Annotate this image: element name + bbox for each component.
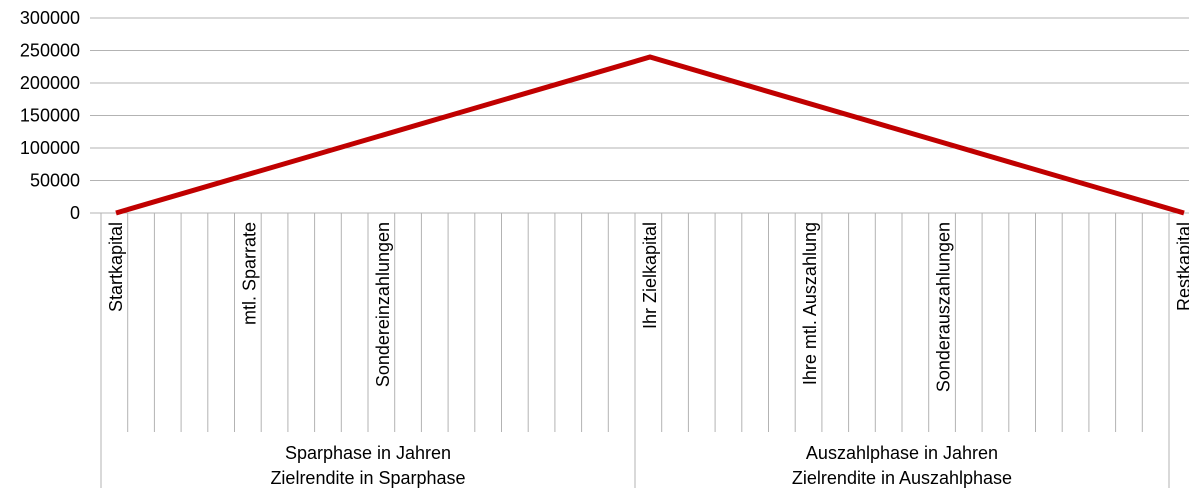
category-label: Sondereinzahlungen	[373, 222, 393, 387]
group-sublabel: Zielrendite in Sparphase	[270, 468, 465, 488]
y-tick-label: 100000	[20, 138, 80, 158]
y-tick-label: 200000	[20, 73, 80, 93]
category-label: Startkapital	[106, 222, 126, 312]
y-tick-label: 50000	[30, 171, 80, 191]
category-label: Ihr Zielkapital	[640, 222, 660, 329]
y-tick-label: 250000	[20, 41, 80, 61]
series-lines	[115, 54, 1185, 216]
category-label: Restkapital	[1174, 222, 1189, 311]
category-label: Ihre mtl. Auszahlung	[800, 222, 820, 385]
y-axis-tick-labels: 0 50000 100000 150000 200000 250000 300000	[20, 8, 80, 223]
group-label: Auszahlphase in Jahren	[806, 443, 998, 463]
category-label: mtl. Sparrate	[240, 222, 260, 325]
x-axis-category-labels: Startkapital mtl. Sparrate Sondereinzahlun…	[106, 222, 1189, 392]
x-axis-group-labels: Sparphase in Jahren Zielrendite in Sparph…	[270, 443, 1012, 488]
series-line	[115, 54, 1185, 216]
category-dividers	[100, 213, 1170, 488]
y-tick-label: 300000	[20, 8, 80, 28]
gridlines	[90, 17, 1189, 214]
group-label: Sparphase in Jahren	[285, 443, 451, 463]
y-tick-label: 0	[70, 203, 80, 223]
category-label: Sonderauszahlungen	[934, 222, 954, 392]
y-tick-label: 150000	[20, 106, 80, 126]
group-sublabel: Zielrendite in Auszahlphase	[792, 468, 1012, 488]
